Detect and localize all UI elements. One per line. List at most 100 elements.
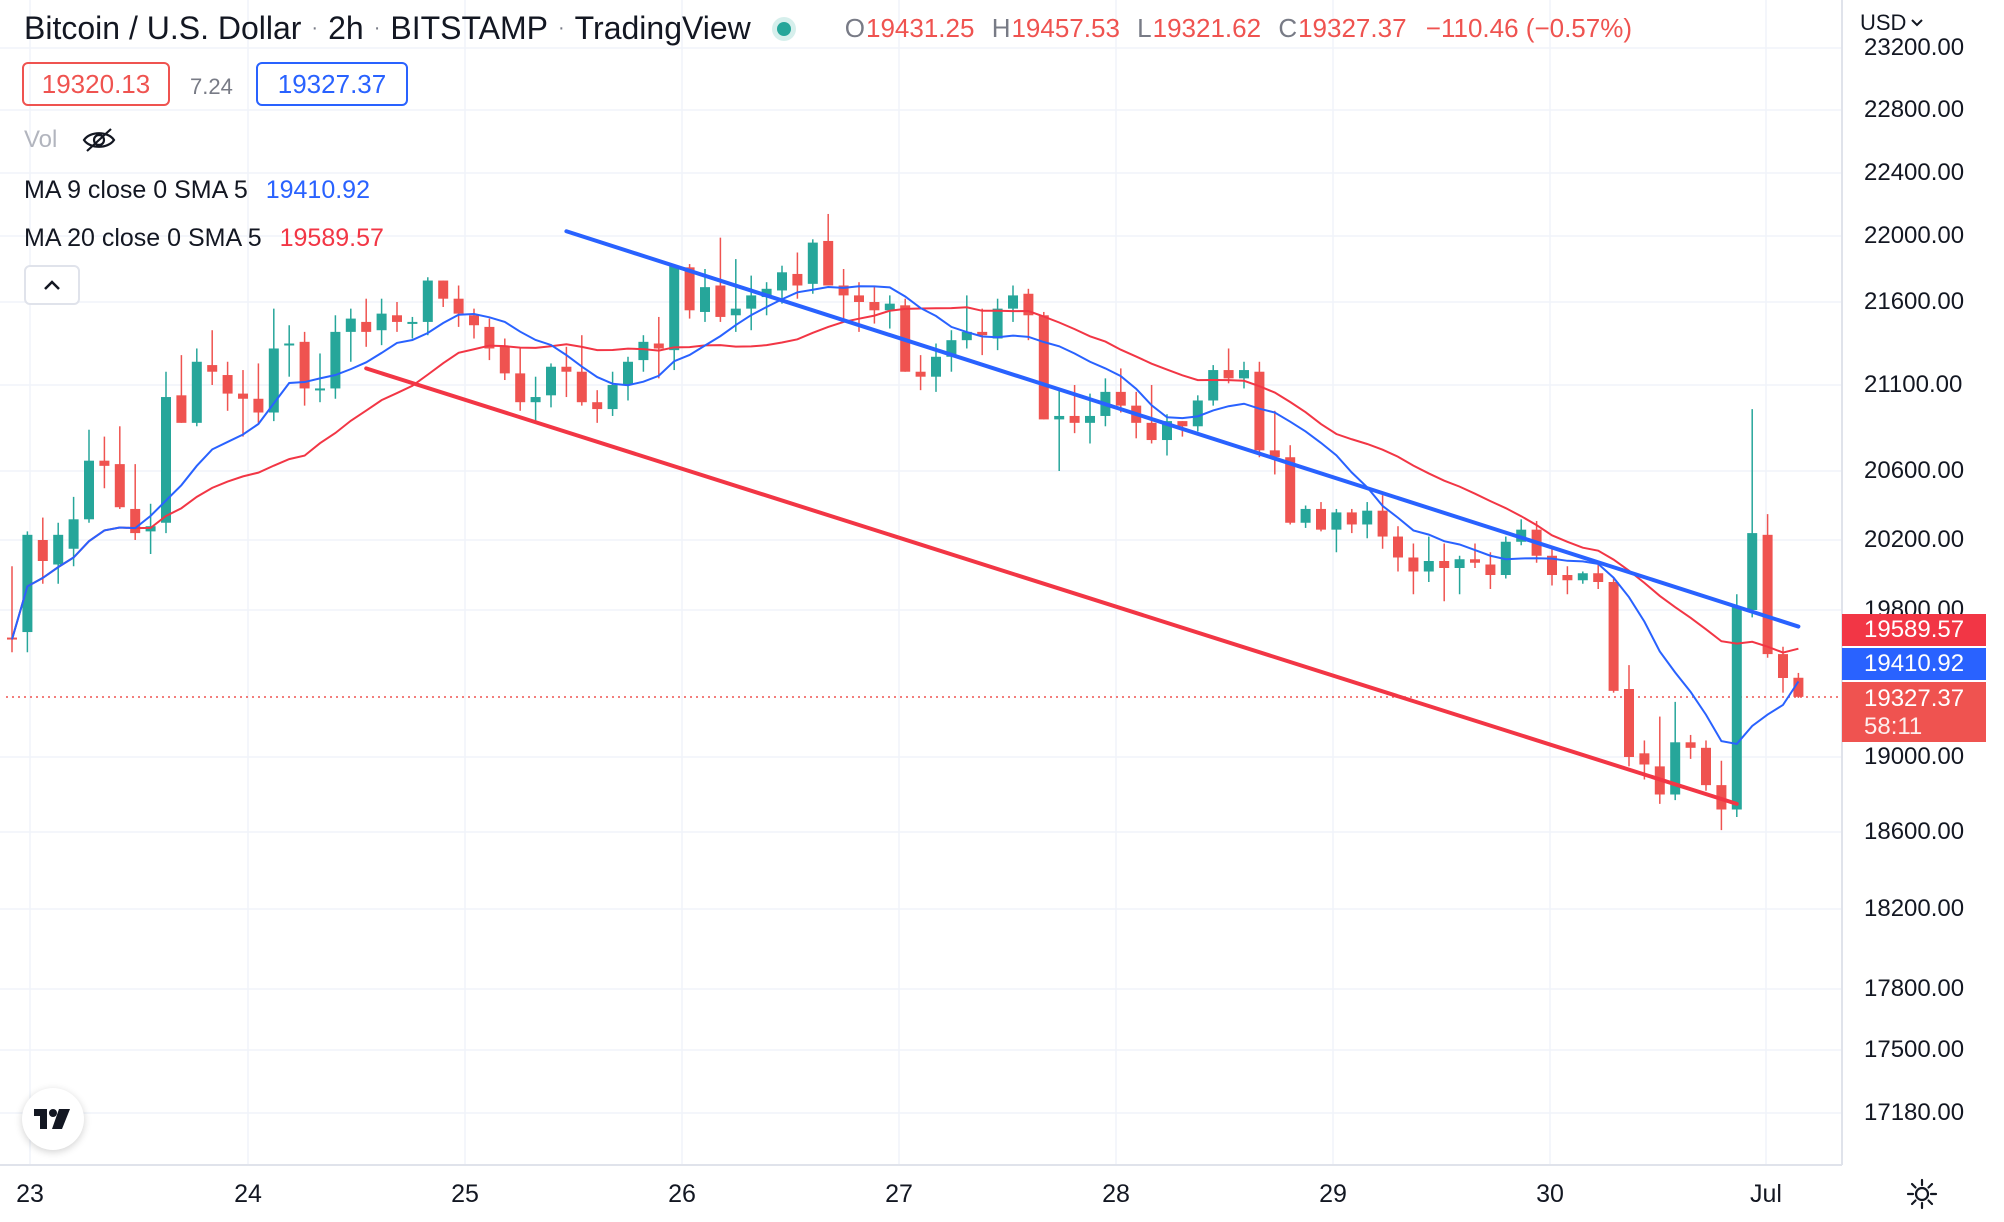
buy-price-button[interactable]: 19327.37 (256, 62, 408, 106)
candle-body (1054, 415, 1065, 420)
time-tick-label: 23 (16, 1180, 44, 1208)
ma20-label: MA 20 close 0 SMA 5 (24, 224, 262, 252)
gear-icon[interactable] (1904, 1176, 1940, 1212)
close-value: 19327.37 (1298, 13, 1407, 43)
change-value: −110.46 (−0.57%) (1425, 13, 1633, 43)
candle (330, 315, 341, 399)
candle (1516, 519, 1527, 546)
tradingview-logo-icon[interactable] (22, 1088, 84, 1150)
candle-body (669, 265, 680, 351)
candle (1470, 543, 1480, 568)
candle (484, 318, 495, 361)
candle-body (1377, 510, 1388, 537)
candle (1593, 561, 1604, 589)
candle-body (392, 315, 402, 322)
candle (1747, 409, 1758, 618)
time-tick-label: 29 (1319, 1180, 1347, 1208)
candle (1716, 760, 1727, 831)
candle-body (1300, 508, 1311, 523)
candle (1162, 414, 1172, 456)
candle-body (499, 346, 510, 374)
candle-body (1362, 510, 1373, 525)
price-tick-label: 17500.00 (1864, 1036, 1965, 1063)
ma20-value: 19589.57 (279, 224, 384, 252)
price-tick-label: 22400.00 (1864, 159, 1965, 186)
candle (161, 371, 171, 534)
candle-body (838, 285, 849, 296)
candle (792, 252, 803, 299)
volume-legend[interactable]: Vol (24, 126, 117, 154)
ma20-legend[interactable]: MA 20 close 0 SMA 5 19589.57 (24, 224, 384, 253)
interval-label[interactable]: 2h (328, 10, 364, 46)
candle-body (761, 288, 772, 298)
candle-body (1208, 370, 1219, 401)
candle-body (1239, 370, 1249, 379)
candle-body (253, 398, 264, 413)
candle (99, 436, 110, 489)
candle-body (299, 341, 310, 389)
candle-body (1624, 689, 1634, 757)
candle (807, 239, 818, 294)
candle-body (869, 302, 880, 311)
price-tick-label: 18600.00 (1864, 818, 1965, 845)
candle-body (191, 361, 202, 423)
candle (515, 348, 526, 411)
candle-body (1346, 512, 1357, 525)
eye-off-icon[interactable] (81, 126, 117, 154)
candle-body (1639, 753, 1650, 765)
candle-body (884, 303, 895, 311)
chart-grid (0, 0, 1842, 1165)
candle-body (1393, 536, 1403, 558)
ma9-legend[interactable]: MA 9 close 0 SMA 5 19410.92 (24, 176, 370, 205)
candle-body (453, 298, 464, 314)
candle (946, 330, 957, 372)
candle-body (684, 267, 695, 311)
candle-body (422, 280, 433, 322)
exchange-label: BITSTAMP (390, 10, 548, 46)
candle-body (1685, 742, 1696, 748)
ohlc-values: O19431.25 H19457.53 L19321.62 C19327.37 … (844, 13, 1633, 43)
ma20-price-label: 19589.57 (1842, 614, 1986, 646)
candle (361, 298, 372, 347)
candle (1085, 393, 1095, 444)
ma9-price-label: 19410.92 (1842, 648, 1986, 680)
candle-body (561, 366, 572, 372)
candle (530, 376, 541, 423)
bar-countdown: 58:11 (1864, 713, 1923, 740)
candle (1624, 665, 1634, 767)
candle-body (1023, 293, 1034, 316)
candle (992, 298, 1003, 351)
symbol-legend[interactable]: Bitcoin / U.S. Dollar · 2h · BITSTAMP · … (24, 10, 1632, 47)
candle (407, 316, 418, 339)
symbol-name[interactable]: Bitcoin / U.S. Dollar (24, 10, 302, 46)
candle-body (376, 313, 387, 331)
candle (1269, 410, 1280, 475)
candle-body (931, 356, 941, 377)
collapse-legend-button[interactable] (24, 265, 80, 305)
candle (1008, 285, 1018, 322)
high-value: 19457.53 (1011, 13, 1120, 43)
candle (1793, 672, 1804, 698)
currency-selector[interactable]: USD (1860, 10, 1924, 36)
market-status-icon[interactable] (776, 21, 791, 36)
currency-label: USD (1860, 10, 1907, 35)
candle-body (484, 326, 495, 349)
sell-price-button[interactable]: 19320.13 (22, 62, 170, 106)
candle-body (161, 397, 171, 523)
candle-body (1778, 654, 1788, 678)
candle-body (84, 460, 94, 520)
candle (884, 295, 895, 329)
candle (1778, 646, 1788, 693)
candle-body (1470, 559, 1480, 563)
candle-body (207, 365, 218, 372)
candle-body (1285, 457, 1296, 523)
candle (1562, 566, 1573, 595)
candle-body (1577, 573, 1588, 581)
volume-label: Vol (24, 126, 58, 153)
candle (1146, 385, 1157, 444)
candle (238, 370, 248, 437)
price-tick-label: 19000.00 (1864, 743, 1965, 770)
last-price-value: 19327.37 (1864, 685, 1965, 712)
candle-body (1747, 533, 1758, 610)
